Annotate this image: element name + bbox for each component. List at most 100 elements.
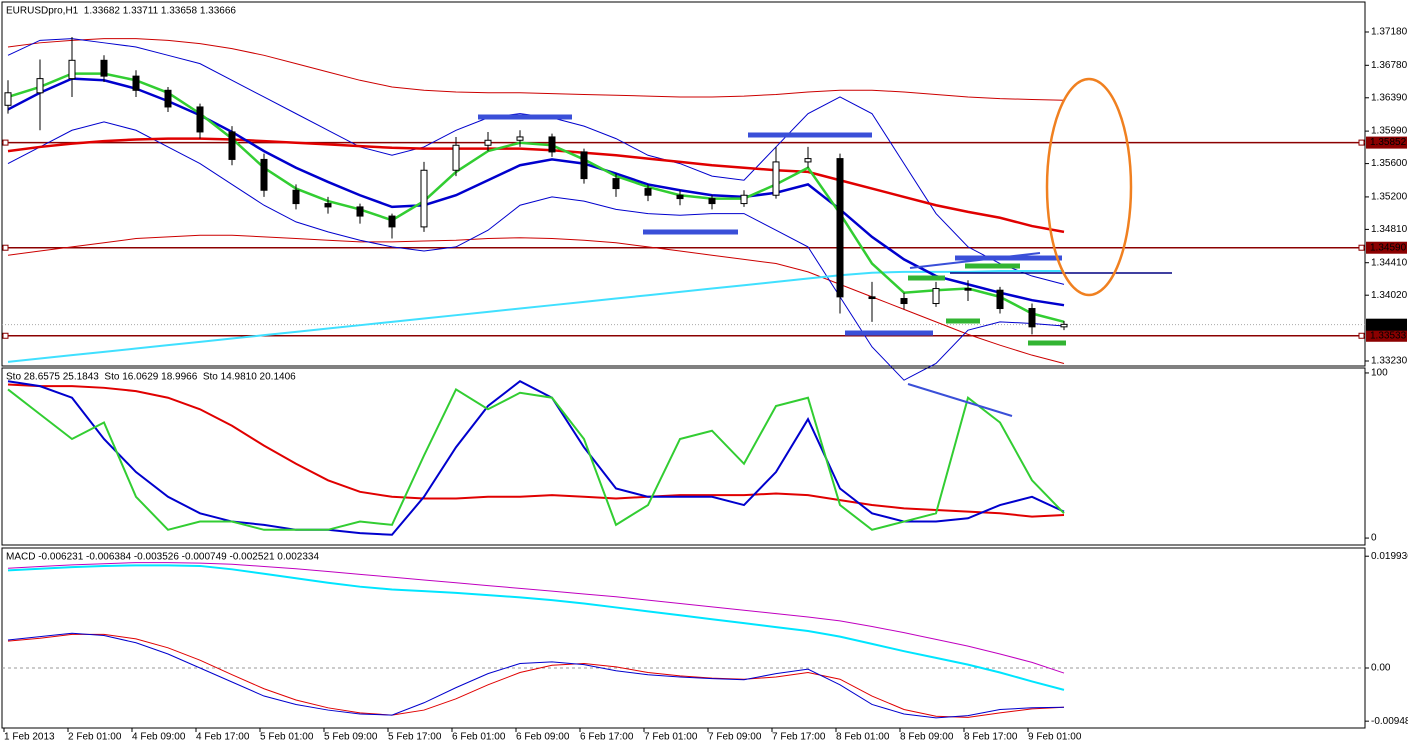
y-tick-label: 1.35200 (1371, 192, 1408, 203)
candle-body (324, 203, 332, 208)
plot-area (7, 380, 1065, 536)
candle-body (1028, 308, 1036, 328)
indicator-line (7, 383, 1065, 518)
candle-body (900, 298, 908, 305)
y-tick-label: 1.35990 (1371, 126, 1408, 137)
x-tick-label: 7 Feb 09:00 (708, 732, 762, 743)
level-marker (2, 244, 9, 251)
candle-body (356, 206, 364, 217)
x-tick-label: 8 Feb 01:00 (836, 732, 890, 743)
x-tick-label: 5 Feb 17:00 (388, 732, 442, 743)
candle-body (868, 296, 876, 300)
trendline (909, 252, 1041, 269)
x-tick-label: 5 Feb 09:00 (324, 732, 378, 743)
y-tick-label: 0.00 (1371, 663, 1391, 674)
x-tick-label: 6 Feb 01:00 (452, 732, 506, 743)
x-tick-label: 8 Feb 09:00 (900, 732, 954, 743)
last-price-box (1366, 318, 1407, 331)
panel: 1.37180 1.36780 1.36390 1.35990 1.35600 1.352… (1, 1, 1408, 367)
panel-title: Sto 28.6575 25.1843 Sto 16.0629 18.9966 … (6, 372, 296, 383)
candle-body (772, 161, 780, 196)
indicator-line (7, 38, 1065, 101)
x-tick-label: 1 Feb 2013 (4, 732, 55, 743)
trendline (907, 383, 1013, 417)
candle-body (804, 158, 812, 163)
candle-body (196, 106, 204, 133)
y-tick-label: 1.36780 (1371, 60, 1408, 71)
indicator-line (7, 562, 1065, 674)
indicator-line (7, 121, 1065, 381)
candle-body (68, 59, 76, 80)
candle-body (708, 198, 716, 205)
x-tick-label: 4 Feb 09:00 (132, 732, 186, 743)
candle-body (228, 131, 236, 160)
panel-title: EURUSDpro,H1 1.33682 1.33711 1.33658 1.3… (6, 6, 236, 17)
plot-area (2, 36, 1365, 381)
x-tick-label: 2 Feb 01:00 (68, 732, 122, 743)
indicator-line (7, 564, 1065, 691)
candle-body (996, 289, 1004, 310)
indicator-line (7, 633, 1065, 718)
candle-body (260, 158, 268, 191)
candle-body (420, 169, 428, 228)
level-marker (2, 139, 9, 146)
x-tick-label: 4 Feb 17:00 (196, 732, 250, 743)
candle-body (580, 151, 588, 180)
y-tick-label: 1.37180 (1371, 27, 1408, 38)
candle-body (1060, 323, 1068, 328)
y-tick-label: 0.019936 (1371, 551, 1408, 562)
plot-area (7, 562, 1065, 719)
indicator-line (7, 137, 1065, 234)
indicator-line (7, 270, 1064, 363)
x-tick-label: 8 Feb 17:00 (964, 732, 1018, 743)
indicator-line (7, 380, 1065, 536)
panel-title: MACD -0.006231 -0.006384 -0.003526 -0.00… (6, 552, 319, 563)
x-tick-label: 6 Feb 17:00 (580, 732, 634, 743)
candle-body (612, 178, 620, 190)
x-tick-label: 7 Feb 17:00 (772, 732, 826, 743)
candle-body (164, 89, 172, 108)
level-label: 1.33533 (1370, 330, 1407, 341)
candle-body (548, 136, 556, 153)
x-tick-label: 7 Feb 01:00 (644, 732, 698, 743)
panel: 0.019936 0.00 -0.00948 MACD -0.006231 -0.00… (1, 547, 1408, 729)
x-tick-label: 6 Feb 09:00 (516, 732, 570, 743)
candle-body (452, 144, 460, 171)
candle-body (4, 92, 12, 106)
candle-body (100, 59, 108, 77)
level-marker (1358, 332, 1365, 339)
level-label: 1.35852 (1370, 137, 1407, 148)
candle-body (676, 194, 684, 200)
y-tick-label: 1.33230 (1371, 356, 1408, 367)
y-tick-label: 100 (1371, 368, 1388, 379)
level-marker (1358, 139, 1365, 146)
candle-body (484, 139, 492, 146)
candle-body (836, 158, 844, 298)
candle-body (516, 136, 524, 141)
indicator-line (7, 234, 1065, 364)
x-tick-label: 9 Feb 01:00 (1028, 732, 1082, 743)
candle-body (36, 78, 44, 94)
indicator-line (7, 388, 1065, 531)
candle-body (964, 288, 972, 291)
y-tick-label: -0.00948 (1371, 716, 1408, 727)
candle-body (740, 194, 748, 205)
candle-body (292, 189, 300, 205)
level-label-box (1366, 136, 1407, 149)
indicator-line (7, 632, 1065, 719)
y-tick-label: 1.34020 (1371, 290, 1408, 301)
y-tick-label: 1.36390 (1371, 92, 1408, 103)
last-price-label: 1.33666 (1370, 319, 1407, 330)
y-tick-label: 1.35600 (1371, 158, 1408, 169)
level-label-box (1366, 241, 1407, 254)
user-drawings (478, 77, 1172, 417)
candle-body (132, 75, 140, 91)
level-marker (1358, 244, 1365, 251)
candle-body (932, 288, 940, 305)
panel-frame (1, 1, 1366, 367)
level-label: 1.34590 (1370, 242, 1407, 253)
highlight-ellipse (1045, 77, 1133, 297)
level-label-box (1366, 329, 1407, 342)
